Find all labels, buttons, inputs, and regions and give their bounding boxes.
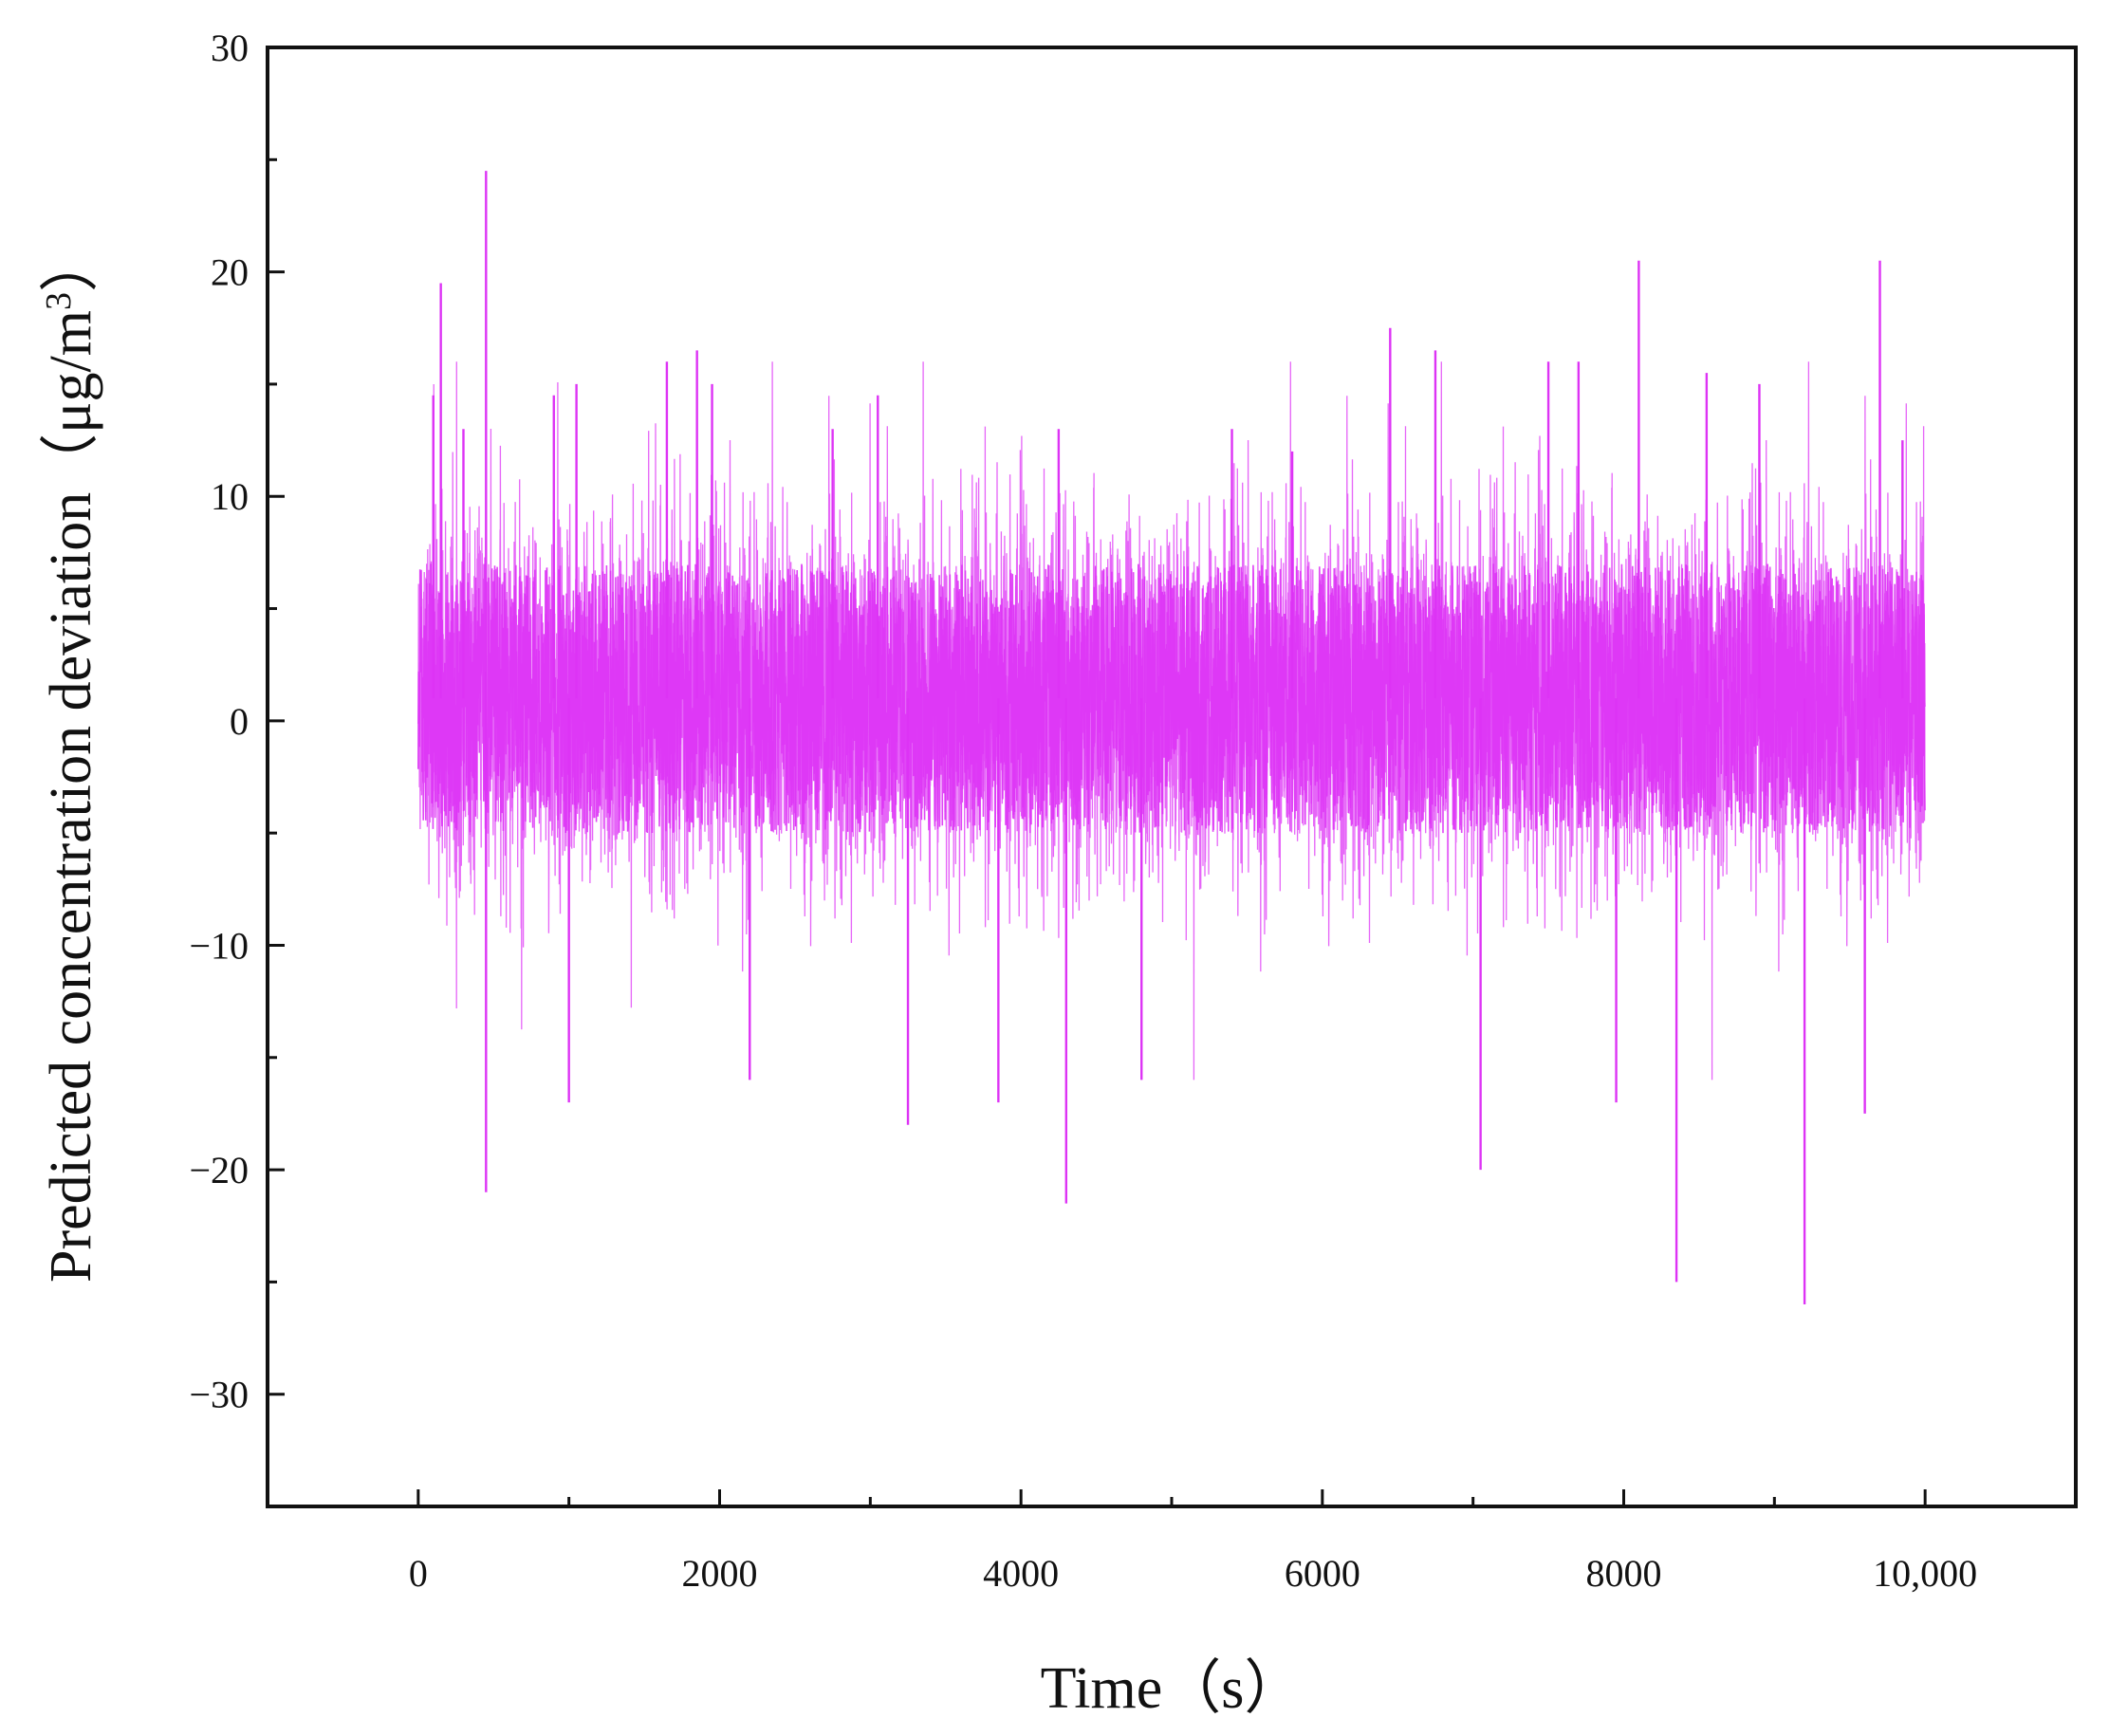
y-tick-label: 10 xyxy=(211,475,249,518)
x-tick-label: 10,000 xyxy=(1873,1552,1977,1595)
y-tick-label: 30 xyxy=(211,27,249,69)
y-tick-label: 20 xyxy=(211,251,249,294)
x-axis-title: Time（s） xyxy=(1041,1656,1304,1721)
y-axis-title: Predicted concentration deviation（μg/m3） xyxy=(39,233,103,1283)
y-tick-label: −10 xyxy=(189,924,249,967)
y-axis-title-main: Predicted concentration deviation（μg/m xyxy=(39,310,103,1283)
series-core-band xyxy=(417,563,1926,834)
y-tick-label: −30 xyxy=(189,1374,249,1416)
x-tick-label: 2000 xyxy=(682,1552,758,1595)
y-tick-label: −20 xyxy=(189,1149,249,1191)
y-tick-label: 0 xyxy=(230,700,249,743)
x-tick-label: 4000 xyxy=(983,1552,1059,1595)
y-axis-title-end: ） xyxy=(39,233,103,292)
y-axis-title-superscript: 3 xyxy=(39,292,79,310)
ticks-layer: −30 −20 −10 0 10 20 30 0 2000 4000 6000 8000 10,000 xyxy=(189,27,1977,1595)
series-layer xyxy=(417,171,1926,1305)
x-tick-label: 6000 xyxy=(1285,1552,1360,1595)
x-tick-label: 8000 xyxy=(1586,1552,1662,1595)
x-tick-label: 0 xyxy=(409,1552,428,1595)
